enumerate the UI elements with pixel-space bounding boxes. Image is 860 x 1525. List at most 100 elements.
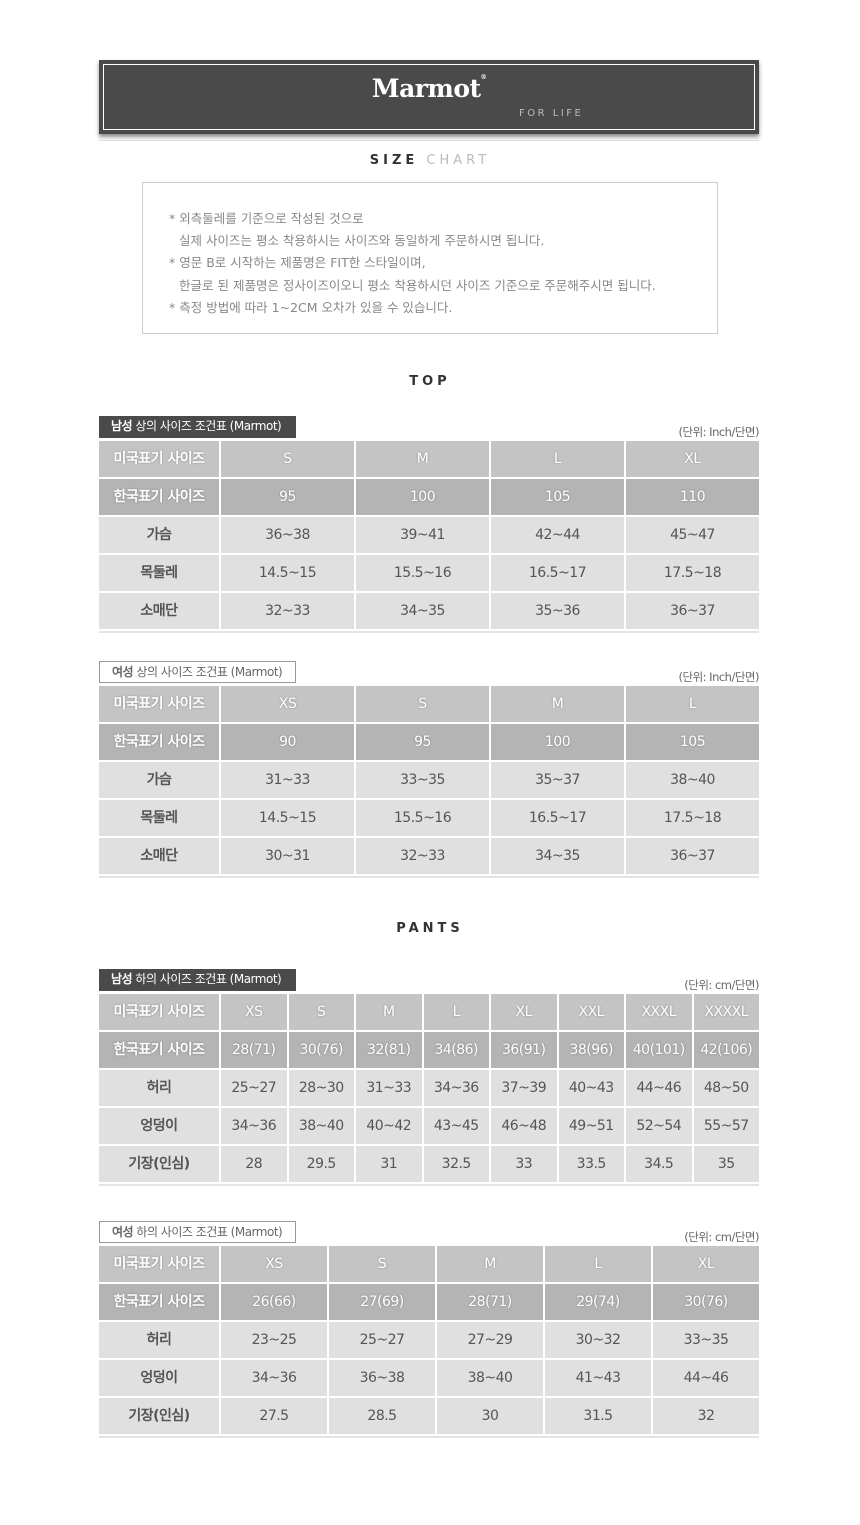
table-cell: 44~46 bbox=[653, 1360, 759, 1396]
size-grid: 미국표기 사이즈 S M L XL 한국표기 사이즈 95 100 105 110 가슴 36~38 3… bbox=[99, 441, 759, 633]
table-cell: 33~35 bbox=[653, 1322, 759, 1358]
table-cell: 37~39 bbox=[491, 1070, 557, 1106]
table-cell: 32.5 bbox=[423, 1146, 489, 1182]
table-cell: 28.5 bbox=[329, 1398, 435, 1434]
table-cell: S bbox=[329, 1246, 435, 1282]
table-cell: 27(69) bbox=[329, 1284, 435, 1320]
unit-note: (단위: cm/단면) bbox=[684, 978, 759, 992]
table-cell: 42(106) bbox=[693, 1032, 759, 1068]
divider bbox=[99, 140, 759, 141]
logo-text: Marmot bbox=[371, 74, 481, 103]
table-cell: 23~25 bbox=[221, 1322, 327, 1358]
unit-note: (단위: Inch/단면) bbox=[678, 425, 760, 439]
title-size: SIZE bbox=[369, 153, 419, 168]
table-cell: 110 bbox=[626, 479, 759, 515]
size-grid: 미국표기 사이즈 XS S M L XL XXL XXXL XXXXL 한국표기 사이즈 28(71… bbox=[99, 994, 759, 1186]
table-cell: 30 bbox=[437, 1398, 543, 1434]
table-cell: 40~43 bbox=[558, 1070, 624, 1106]
table-cell: 27.5 bbox=[221, 1398, 327, 1434]
row-header: 한국표기 사이즈 bbox=[99, 1032, 219, 1068]
table-cell: 25~27 bbox=[329, 1322, 435, 1358]
table-cell: 36~38 bbox=[221, 517, 354, 553]
table-cell: 31 bbox=[356, 1146, 422, 1182]
table-cell: 36~37 bbox=[626, 593, 759, 629]
size-grid: 미국표기 사이즈 XS S M L 한국표기 사이즈 90 95 100 105 가슴 31~33 33… bbox=[99, 686, 759, 878]
note-line: 한글로 된 제품명은 정사이즈이오니 평소 착용하시던 사이즈 기준으로 주문해… bbox=[179, 277, 656, 293]
table-cell: 25~27 bbox=[221, 1070, 287, 1106]
table-cell: M bbox=[356, 441, 489, 477]
table-cell: 16.5~17 bbox=[491, 555, 624, 591]
table-label-gender: 여성 bbox=[112, 665, 134, 679]
table-label-text: 하의 사이즈 조건표 (Marmot) bbox=[132, 972, 282, 986]
table-cell: 34~35 bbox=[491, 838, 624, 874]
table-cell: 36~38 bbox=[329, 1360, 435, 1396]
table-cell: XL bbox=[653, 1246, 759, 1282]
table-cell: 38~40 bbox=[288, 1108, 354, 1144]
row-header: 한국표기 사이즈 bbox=[99, 724, 219, 760]
table-cell: 34.5 bbox=[626, 1146, 692, 1182]
table-cell: 105 bbox=[491, 479, 624, 515]
section-title-top: TOP bbox=[409, 374, 451, 389]
table-label: 남성 상의 사이즈 조건표 (Marmot) bbox=[99, 416, 296, 438]
marmot-logo: Marmot® bbox=[371, 74, 487, 103]
table-cell: 31.5 bbox=[545, 1398, 651, 1434]
row-header: 소매단 bbox=[99, 593, 219, 629]
unit-note: (단위: Inch/단면) bbox=[678, 670, 760, 684]
unit-note: (단위: cm/단면) bbox=[684, 1230, 759, 1244]
banner-border bbox=[103, 64, 755, 130]
table-label-text: 상의 사이즈 조건표 (Marmot) bbox=[132, 419, 282, 433]
table-cell: 44~46 bbox=[626, 1070, 692, 1106]
table-cell: L bbox=[491, 441, 624, 477]
table-cell: 49~51 bbox=[558, 1108, 624, 1144]
table-cell: 15.5~16 bbox=[356, 555, 489, 591]
row-header: 한국표기 사이즈 bbox=[99, 1284, 219, 1320]
table-cell: 100 bbox=[356, 479, 489, 515]
row-header: 미국표기 사이즈 bbox=[99, 1246, 219, 1282]
row-header: 미국표기 사이즈 bbox=[99, 441, 219, 477]
table-cell: 32~33 bbox=[356, 838, 489, 874]
table-cell: 34(86) bbox=[423, 1032, 489, 1068]
table-cell: S bbox=[356, 686, 489, 722]
table-cell: M bbox=[356, 994, 422, 1030]
table-cell: 100 bbox=[491, 724, 624, 760]
row-header: 엉덩이 bbox=[99, 1360, 219, 1396]
table-cell: 40~42 bbox=[356, 1108, 422, 1144]
table-cell: 30~31 bbox=[221, 838, 354, 874]
table-label: 남성 하의 사이즈 조건표 (Marmot) bbox=[99, 969, 296, 991]
table-cell: 33 bbox=[491, 1146, 557, 1182]
table-cell: 14.5~15 bbox=[221, 555, 354, 591]
table-cell: 48~50 bbox=[693, 1070, 759, 1106]
table-cell: 33.5 bbox=[558, 1146, 624, 1182]
table-label: 여성 하의 사이즈 조건표 (Marmot) bbox=[99, 1221, 296, 1243]
section-title-pants: PANTS bbox=[396, 921, 464, 936]
brand-banner: Marmot® FOR LIFE bbox=[99, 60, 759, 134]
table-cell: 38(96) bbox=[558, 1032, 624, 1068]
row-header: 소매단 bbox=[99, 838, 219, 874]
table-label-text: 상의 사이즈 조건표 (Marmot) bbox=[133, 665, 283, 679]
table-cell: XS bbox=[221, 1246, 327, 1282]
row-header: 목둘레 bbox=[99, 800, 219, 836]
table-cell: 35~36 bbox=[491, 593, 624, 629]
size-grid: 미국표기 사이즈 XS S M L XL 한국표기 사이즈 26(66) 27(69) 28(71… bbox=[99, 1246, 759, 1438]
table-cell: 35~37 bbox=[491, 762, 624, 798]
table-cell: XS bbox=[221, 994, 287, 1030]
title-chart: CHART bbox=[426, 153, 491, 168]
table-label-gender: 여성 bbox=[112, 1225, 134, 1239]
table-cell: 30(76) bbox=[288, 1032, 354, 1068]
table-cell: 32~33 bbox=[221, 593, 354, 629]
table-cell: 16.5~17 bbox=[491, 800, 624, 836]
table-label-gender: 남성 bbox=[111, 972, 133, 986]
table-cell: 38~40 bbox=[437, 1360, 543, 1396]
table-cell: 28 bbox=[221, 1146, 287, 1182]
tagline: FOR LIFE bbox=[519, 108, 584, 119]
table-cell: 17.5~18 bbox=[626, 555, 759, 591]
table-cell: 34~36 bbox=[221, 1108, 287, 1144]
table-label: 여성 상의 사이즈 조건표 (Marmot) bbox=[99, 661, 296, 683]
table-cell: 36~37 bbox=[626, 838, 759, 874]
table-cell: 29(74) bbox=[545, 1284, 651, 1320]
table-cell: 35 bbox=[693, 1146, 759, 1182]
table-cell: XXXL bbox=[626, 994, 692, 1030]
table-cell: XXXXL bbox=[693, 994, 759, 1030]
table-cell: 36(91) bbox=[491, 1032, 557, 1068]
table-label-gender: 남성 bbox=[111, 419, 133, 433]
